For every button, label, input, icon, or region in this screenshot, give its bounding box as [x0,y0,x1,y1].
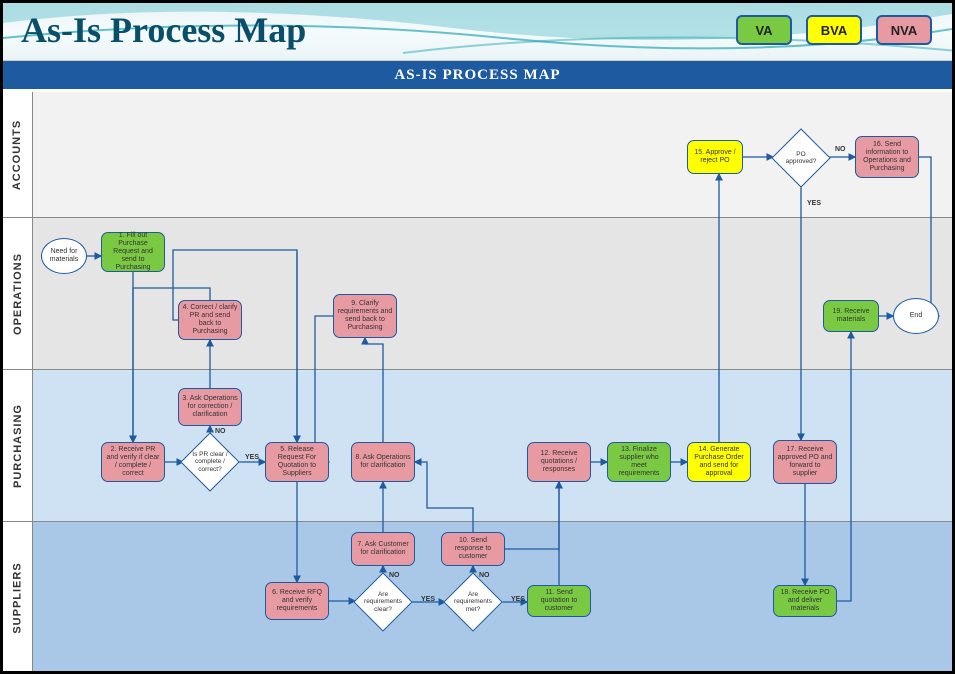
node-n14: 14. Generate Purchase Order and send for… [687,442,751,482]
decision-d3: Are requirements met? [443,572,503,632]
node-n12: 12. Receive quotations / responses [527,442,591,482]
banner: AS-IS PROCESS MAP [3,61,952,89]
swimlanes: ACCOUNTSOPERATIONSPURCHASINGSUPPLIERS Ne… [3,92,952,674]
process-map-frame: As-Is Process Map VA BVA NVA AS-IS PROCE… [0,0,955,674]
node-n5: 5. Release Request For Quotation to Supp… [265,442,329,482]
node-n3: 3. Ask Operations for correction / clari… [178,388,242,426]
edge-label: NO [835,146,846,153]
lane-label-accounts: ACCOUNTS [3,92,33,218]
flow-canvas: Need for materials End 1. Fill out Purchas… [33,92,952,674]
edge-label: YES [807,200,821,207]
lane-label-operations: OPERATIONS [3,218,33,370]
decision-d2: Are requirements clear? [353,572,413,632]
edge-label: YES [245,454,259,461]
node-n10: 10. Send response to customer [441,532,505,566]
node-n4: 4. Correct / clarify PR and send back to… [178,300,242,340]
header: As-Is Process Map VA BVA NVA [3,3,952,61]
legend-va: VA [736,15,792,45]
edge-label: YES [421,596,435,603]
node-n16: 16. Send information to Operations and P… [855,136,919,178]
terminator-start: Need for materials [41,238,87,274]
node-n18: 18. Receive PO and deliver materials [773,585,837,617]
terminator-end: End [893,298,939,334]
node-n6: 6. Receive RFQ and verify requirements [265,582,329,620]
decision-d1: Is PR clear / complete / correct? [180,432,240,492]
node-n15: 15. Approve / reject PO [687,140,743,174]
legend-nva: NVA [876,15,932,45]
node-n1: 1. Fill out Purchase Request and send to… [101,232,165,272]
legend: VA BVA NVA [736,15,932,45]
node-n17: 17. Receive approved PO and forward to s… [773,440,837,484]
node-n2: 2. Receive PR and verify if clear / comp… [101,442,165,482]
lane-label-purchasing: PURCHASING [3,370,33,522]
legend-bva: BVA [806,15,862,45]
edge-label: NO [479,572,490,579]
node-n8: 8. Ask Operations for clarification [351,442,415,482]
node-n19: 19. Receive materials [823,300,879,332]
edge-label: NO [215,428,226,435]
node-n11: 11. Send quotation to customer [527,585,591,617]
edge-label: NO [389,572,400,579]
page-title: As-Is Process Map [21,9,306,51]
edge-label: YES [511,596,525,603]
node-n7: 7. Ask Customer for clarification [351,532,415,566]
decision-d4: PO approved? [771,128,831,188]
node-n9: 9. Clarify requirements and send back to… [333,294,397,338]
node-n13: 13. Finalize supplier who meet requireme… [607,442,671,482]
lane-label-suppliers: SUPPLIERS [3,522,33,674]
